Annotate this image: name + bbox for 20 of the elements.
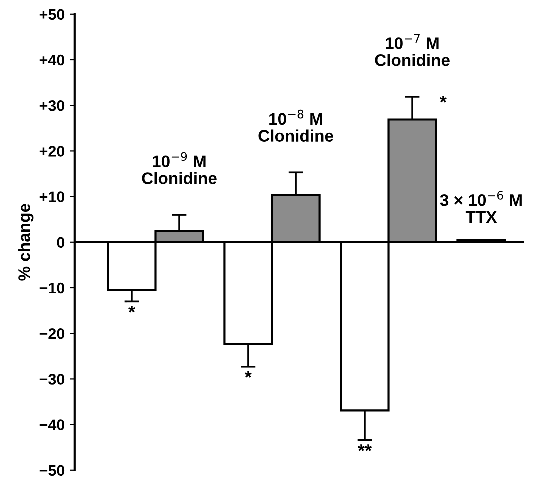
y-tick-label: −50 bbox=[40, 465, 65, 476]
y-tick-label: +20 bbox=[40, 146, 65, 157]
annotation: 3 × 10$^{−6}$ M TTX bbox=[440, 191, 522, 223]
annotation: * bbox=[440, 96, 447, 103]
annotation: 10$^{−9}$ M Clonidine bbox=[142, 152, 217, 184]
y-tick-label: −40 bbox=[40, 420, 65, 430]
annotation: 10$^{−8}$ M Clonidine bbox=[258, 110, 334, 142]
y-tick-label: 0 bbox=[57, 237, 65, 248]
y-tick-label: −10 bbox=[40, 282, 65, 294]
y-axis-title: % change bbox=[18, 204, 34, 281]
annotation: * bbox=[128, 306, 136, 313]
y-tick-label: −20 bbox=[40, 328, 65, 340]
annotation: * bbox=[245, 371, 252, 378]
y-tick-label: +30 bbox=[40, 100, 65, 112]
y-tick-label: −30 bbox=[40, 374, 65, 385]
y-tick-label: +10 bbox=[40, 192, 65, 202]
annotation: 10$^{−7}$ M Clonidine bbox=[375, 34, 450, 66]
annotation: ** bbox=[358, 444, 372, 452]
y-tick-label: +50 bbox=[40, 9, 65, 20]
y-tick-label: +40 bbox=[40, 54, 65, 66]
